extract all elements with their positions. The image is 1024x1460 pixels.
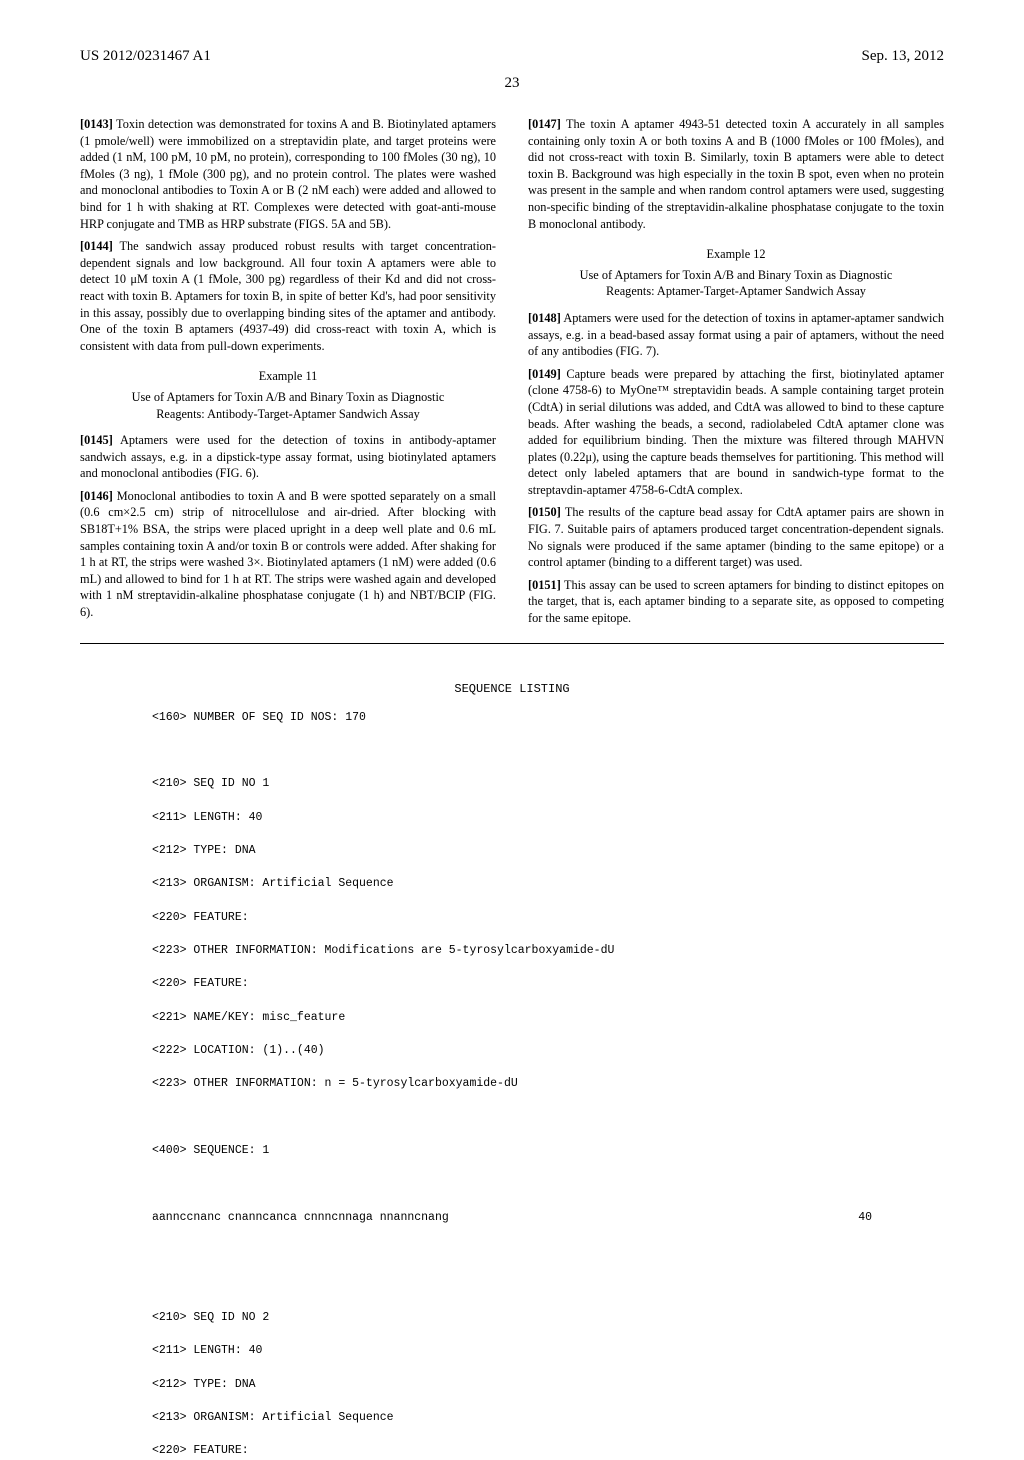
sequence-listing-body: <160> NUMBER OF SEQ ID NOS: 170 <210> SE… [152, 710, 872, 1460]
seq1-213: <213> ORGANISM: Artificial Sequence [152, 876, 872, 893]
para-num: [0151] [528, 578, 561, 592]
sequence-listing-heading: SEQUENCE LISTING [80, 682, 944, 696]
seq2-211: <211> LENGTH: 40 [152, 1343, 872, 1360]
seq-line-160: <160> NUMBER OF SEQ ID NOS: 170 [152, 710, 872, 727]
para-num: [0143] [80, 117, 113, 131]
seq1-220a: <220> FEATURE: [152, 910, 872, 927]
example-12-number: Example 12 [528, 246, 944, 263]
paragraph-0151: [0151] This assay can be used to screen … [528, 577, 944, 627]
seq1-212: <212> TYPE: DNA [152, 843, 872, 860]
paragraph-0147: [0147] The toxin A aptamer 4943-51 detec… [528, 116, 944, 232]
page-number: 23 [80, 75, 944, 92]
left-column: [0143] Toxin detection was demonstrated … [80, 116, 496, 633]
patent-page: US 2012/0231467 A1 Sep. 13, 2012 23 [014… [0, 0, 1024, 1320]
right-column: [0147] The toxin A aptamer 4943-51 detec… [528, 116, 944, 633]
paragraph-0143: [0143] Toxin detection was demonstrated … [80, 116, 496, 232]
seq1-sequence: aannccnanc cnanncanca cnnncnnaga nnanncn… [152, 1210, 449, 1227]
seq1-223a: <223> OTHER INFORMATION: Modifications a… [152, 943, 872, 960]
seq1-400: <400> SEQUENCE: 1 [152, 1143, 872, 1160]
seq2-210: <210> SEQ ID NO 2 [152, 1310, 872, 1327]
paragraph-0145: [0145] Aptamers were used for the detect… [80, 432, 496, 482]
sequence-listing-section: SEQUENCE LISTING <160> NUMBER OF SEQ ID … [80, 643, 944, 1460]
paragraph-0144: [0144] The sandwich assay produced robus… [80, 238, 496, 354]
paragraph-0150: [0150] The results of the capture bead a… [528, 504, 944, 570]
para-num: [0144] [80, 239, 113, 253]
para-num: [0148] [528, 311, 561, 325]
seq-blank [152, 1243, 872, 1260]
seq1-220b: <220> FEATURE: [152, 976, 872, 993]
example-11-title: Use of Aptamers for Toxin A/B and Binary… [80, 389, 496, 422]
seq1-length: 40 [858, 1210, 872, 1227]
para-text: This assay can be used to screen aptamer… [528, 578, 944, 625]
page-header: US 2012/0231467 A1 Sep. 13, 2012 [80, 48, 944, 65]
para-text: The toxin A aptamer 4943-51 detected tox… [528, 117, 944, 231]
para-num: [0149] [528, 367, 561, 381]
para-text: Aptamers were used for the detection of … [528, 311, 944, 358]
two-column-body: [0143] Toxin detection was demonstrated … [80, 116, 944, 633]
example-12-title: Use of Aptamers for Toxin A/B and Binary… [528, 267, 944, 300]
seq2-212: <212> TYPE: DNA [152, 1377, 872, 1394]
paragraph-0149: [0149] Capture beads were prepared by at… [528, 366, 944, 499]
seq1-211: <211> LENGTH: 40 [152, 810, 872, 827]
seq-blank [152, 1276, 872, 1293]
publication-number: US 2012/0231467 A1 [80, 48, 211, 65]
seq1-221: <221> NAME/KEY: misc_feature [152, 1010, 872, 1027]
para-text: Aptamers were used for the detection of … [80, 433, 496, 480]
paragraph-0146: [0146] Monoclonal antibodies to toxin A … [80, 488, 496, 621]
para-num: [0146] [80, 489, 113, 503]
para-text: The sandwich assay produced robust resul… [80, 239, 496, 353]
seq1-222: <222> LOCATION: (1)..(40) [152, 1043, 872, 1060]
seq1-223b: <223> OTHER INFORMATION: n = 5-tyrosylca… [152, 1076, 872, 1093]
seq2-220: <220> FEATURE: [152, 1443, 872, 1460]
seq1-210: <210> SEQ ID NO 1 [152, 776, 872, 793]
seq-blank [152, 1176, 872, 1193]
seq-blank [152, 1110, 872, 1127]
publication-date: Sep. 13, 2012 [862, 48, 945, 65]
para-text: Toxin detection was demonstrated for tox… [80, 117, 496, 231]
para-num: [0147] [528, 117, 561, 131]
para-text: Monoclonal antibodies to toxin A and B w… [80, 489, 496, 619]
seq1-sequence-row: aannccnanc cnanncanca cnnncnnaga nnanncn… [152, 1210, 872, 1227]
para-text: Capture beads were prepared by attaching… [528, 367, 944, 497]
seq-blank [152, 743, 872, 760]
para-num: [0145] [80, 433, 113, 447]
seq2-213: <213> ORGANISM: Artificial Sequence [152, 1410, 872, 1427]
para-num: [0150] [528, 505, 561, 519]
example-11-number: Example 11 [80, 368, 496, 385]
paragraph-0148: [0148] Aptamers were used for the detect… [528, 310, 944, 360]
para-text: The results of the capture bead assay fo… [528, 505, 944, 569]
